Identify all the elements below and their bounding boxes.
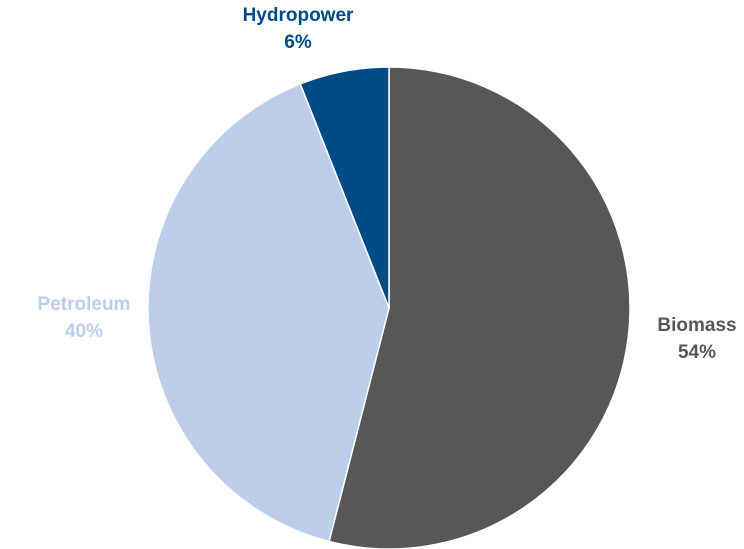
pie-labels: Biomass 54% Petroleum 40% Hydropower 6% <box>38 5 737 363</box>
pie-label-name: Petroleum <box>38 294 131 315</box>
pie-slice-biomass <box>328 66 631 549</box>
pie-label-percent: 6% <box>284 32 312 53</box>
pie-label-percent: 40% <box>65 321 103 342</box>
pie-label-petroleum: Petroleum 40% <box>38 294 131 342</box>
pie-slice-petroleum <box>147 82 390 543</box>
pie-label-name: Biomass <box>657 315 736 336</box>
pie-label-percent: 54% <box>678 342 716 363</box>
pie-label-biomass: Biomass 54% <box>657 315 736 363</box>
pie-label-name: Hydropower <box>243 5 354 26</box>
pie-slice-hydropower <box>299 66 390 309</box>
pie-slices <box>147 66 631 549</box>
pie-label-hydropower: Hydropower 6% <box>243 5 354 53</box>
